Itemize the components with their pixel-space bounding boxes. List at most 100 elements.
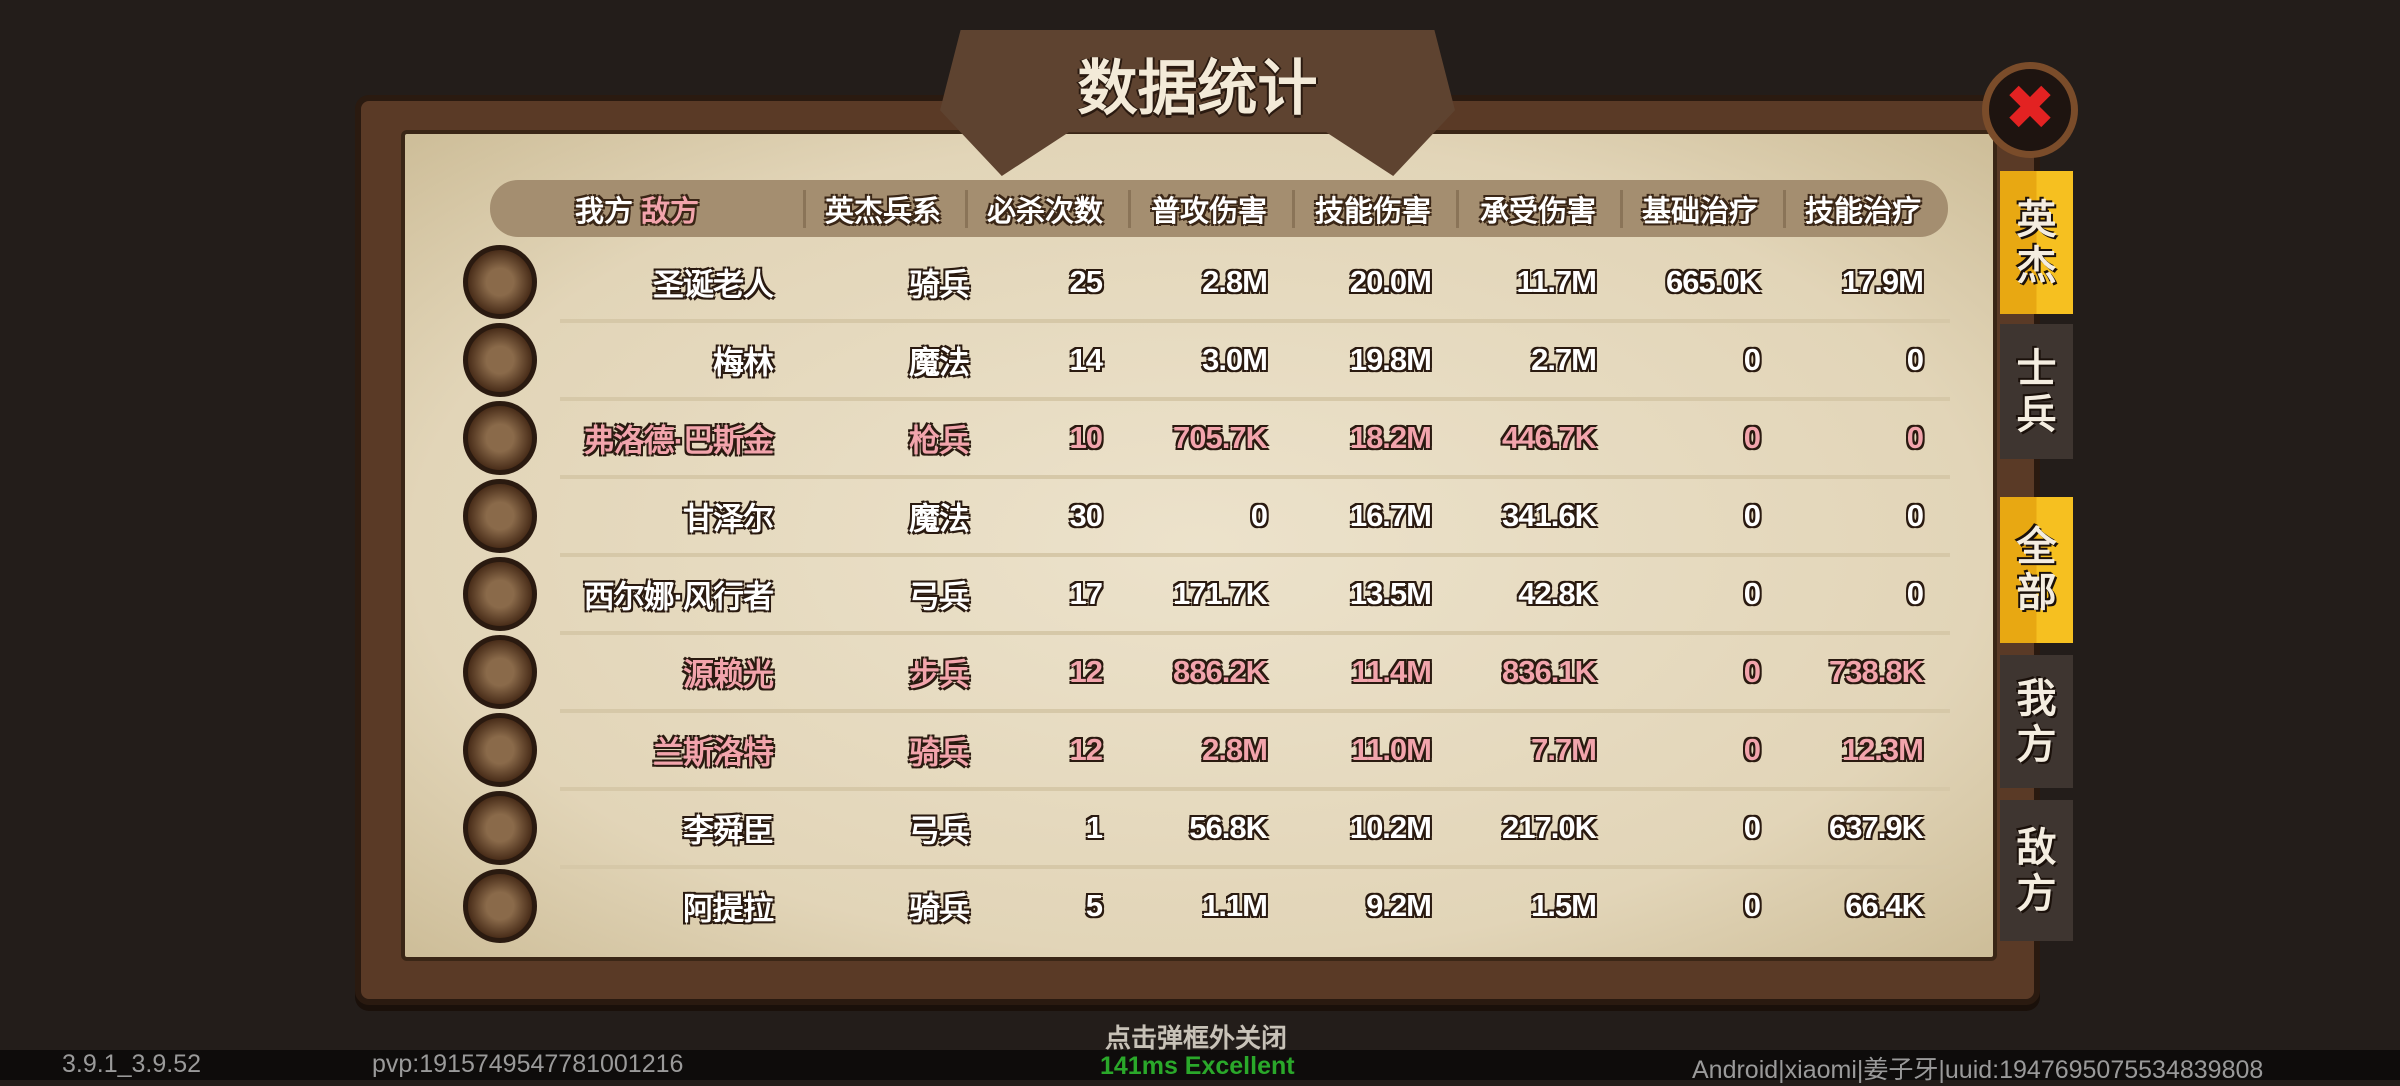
header-col[interactable]: 必杀次数	[986, 196, 1104, 228]
cell-skill-heal: 0	[1906, 420, 1924, 455]
header-divider	[965, 190, 968, 228]
row-divider	[560, 865, 1950, 869]
table-header	[490, 180, 1948, 237]
row-divider	[560, 319, 1950, 323]
hero-avatar	[463, 401, 537, 475]
header-side-filter: 我方 敌方	[575, 188, 699, 230]
cell-name: 源赖光	[683, 657, 774, 693]
cell-skill-dmg: 16.7M	[1349, 498, 1432, 533]
tab-label-char: 方	[2016, 871, 2057, 916]
cell-taken: 217.0K	[1502, 810, 1597, 845]
version-label: 3.9.1_3.9.52	[62, 1050, 202, 1078]
hero-avatar	[463, 479, 537, 553]
header-divider	[1620, 190, 1623, 228]
tab-side-0[interactable]: 全部	[2000, 497, 2073, 643]
status-bar	[0, 1050, 2400, 1080]
cell-base-heal: 0	[1743, 732, 1761, 767]
close-button[interactable]: ✖	[1982, 62, 2078, 158]
cell-class: 步兵	[909, 657, 970, 693]
cell-skill-dmg: 18.2M	[1349, 420, 1432, 455]
cell-normal-dmg: 0	[1250, 498, 1268, 533]
header-divider	[1128, 190, 1131, 228]
cell-kills: 17	[1069, 576, 1103, 611]
cell-skill-dmg: 19.8M	[1349, 342, 1432, 377]
hero-avatar	[463, 323, 537, 397]
cell-normal-dmg: 56.8K	[1189, 810, 1268, 845]
cell-base-heal: 0	[1743, 420, 1761, 455]
cell-skill-heal: 738.8K	[1829, 654, 1924, 689]
cell-kills: 12	[1069, 732, 1103, 767]
cell-taken: 2.7M	[1531, 342, 1597, 377]
hero-avatar	[463, 635, 537, 709]
tab-type-0[interactable]: 英杰	[2000, 171, 2073, 314]
cell-base-heal: 0	[1743, 654, 1761, 689]
cell-taken: 11.7M	[1516, 264, 1597, 299]
cell-skill-dmg: 9.2M	[1366, 888, 1432, 923]
hero-avatar	[463, 791, 537, 865]
row-divider	[560, 553, 1950, 557]
cell-normal-dmg: 705.7K	[1173, 420, 1268, 455]
cell-class: 骑兵	[909, 735, 970, 771]
header-col[interactable]: 技能治疗	[1804, 196, 1922, 228]
cell-skill-dmg: 10.2M	[1349, 810, 1432, 845]
cell-normal-dmg: 2.8M	[1202, 732, 1268, 767]
tab-type-1[interactable]: 士兵	[2000, 324, 2073, 459]
cell-taken: 42.8K	[1518, 576, 1597, 611]
cell-name: 圣诞老人	[653, 267, 774, 303]
hero-avatar	[463, 245, 537, 319]
cell-skill-heal: 0	[1906, 342, 1924, 377]
tab-side-1[interactable]: 我方	[2000, 655, 2073, 788]
cell-skill-dmg: 11.4M	[1351, 654, 1432, 689]
cell-class: 骑兵	[909, 267, 970, 303]
cell-class: 魔法	[909, 345, 970, 381]
hero-avatar	[463, 557, 537, 631]
tab-label-char: 我	[2016, 676, 2057, 721]
cell-skill-heal: 12.3M	[1841, 732, 1924, 767]
header-col[interactable]: 普攻伤害	[1150, 196, 1268, 228]
cell-name: 甘泽尔	[683, 501, 774, 537]
cell-skill-dmg: 13.5M	[1349, 576, 1432, 611]
cell-base-heal: 0	[1743, 888, 1761, 923]
pvp-id-label: pvp:1915749547781001216	[372, 1050, 684, 1078]
ping-label: 141ms Excellent	[1100, 1052, 1295, 1080]
row-divider	[560, 709, 1950, 713]
cell-class: 骑兵	[909, 891, 970, 927]
cell-base-heal: 0	[1743, 810, 1761, 845]
cell-name: 兰斯洛特	[653, 735, 774, 771]
cell-name: 西尔娜·风行者	[583, 579, 774, 615]
cell-taken: 7.7M	[1531, 732, 1597, 767]
cell-normal-dmg: 171.7K	[1173, 576, 1268, 611]
tab-label-char: 全	[2016, 525, 2057, 569]
cell-name: 李舜臣	[683, 813, 774, 849]
cell-kills: 30	[1069, 498, 1103, 533]
header-divider	[803, 190, 806, 228]
header-col[interactable]: 技能伤害	[1314, 196, 1432, 228]
cell-base-heal: 0	[1743, 342, 1761, 377]
cell-skill-heal: 66.4K	[1845, 888, 1924, 923]
cell-base-heal: 0	[1743, 498, 1761, 533]
cell-taken: 836.1K	[1502, 654, 1597, 689]
header-divider	[1292, 190, 1295, 228]
cell-name: 阿提拉	[683, 891, 774, 927]
header-col[interactable]: 承受伤害	[1479, 196, 1597, 228]
cell-normal-dmg: 1.1M	[1202, 888, 1268, 923]
cell-skill-heal: 0	[1906, 498, 1924, 533]
header-divider	[1456, 190, 1459, 228]
cell-kills: 5	[1085, 888, 1103, 923]
cell-kills: 10	[1069, 420, 1103, 455]
header-col[interactable]: 基础治疗	[1641, 196, 1759, 228]
cell-skill-heal: 637.9K	[1829, 810, 1924, 845]
cell-kills: 14	[1069, 342, 1103, 377]
cell-base-heal: 0	[1743, 576, 1761, 611]
dialog-title: 数据统计	[1077, 55, 1318, 122]
tab-label-char: 士	[2016, 346, 2057, 391]
cell-skill-dmg: 20.0M	[1349, 264, 1432, 299]
cell-kills: 1	[1085, 810, 1103, 845]
row-divider	[560, 397, 1950, 401]
hero-avatar	[463, 869, 537, 943]
tab-label-char: 英	[2016, 197, 2057, 242]
header-enemy: 敌方	[641, 196, 700, 228]
header-col[interactable]: 英杰兵系	[824, 196, 942, 228]
row-divider	[560, 787, 1950, 791]
tab-side-2[interactable]: 敌方	[2000, 800, 2073, 941]
